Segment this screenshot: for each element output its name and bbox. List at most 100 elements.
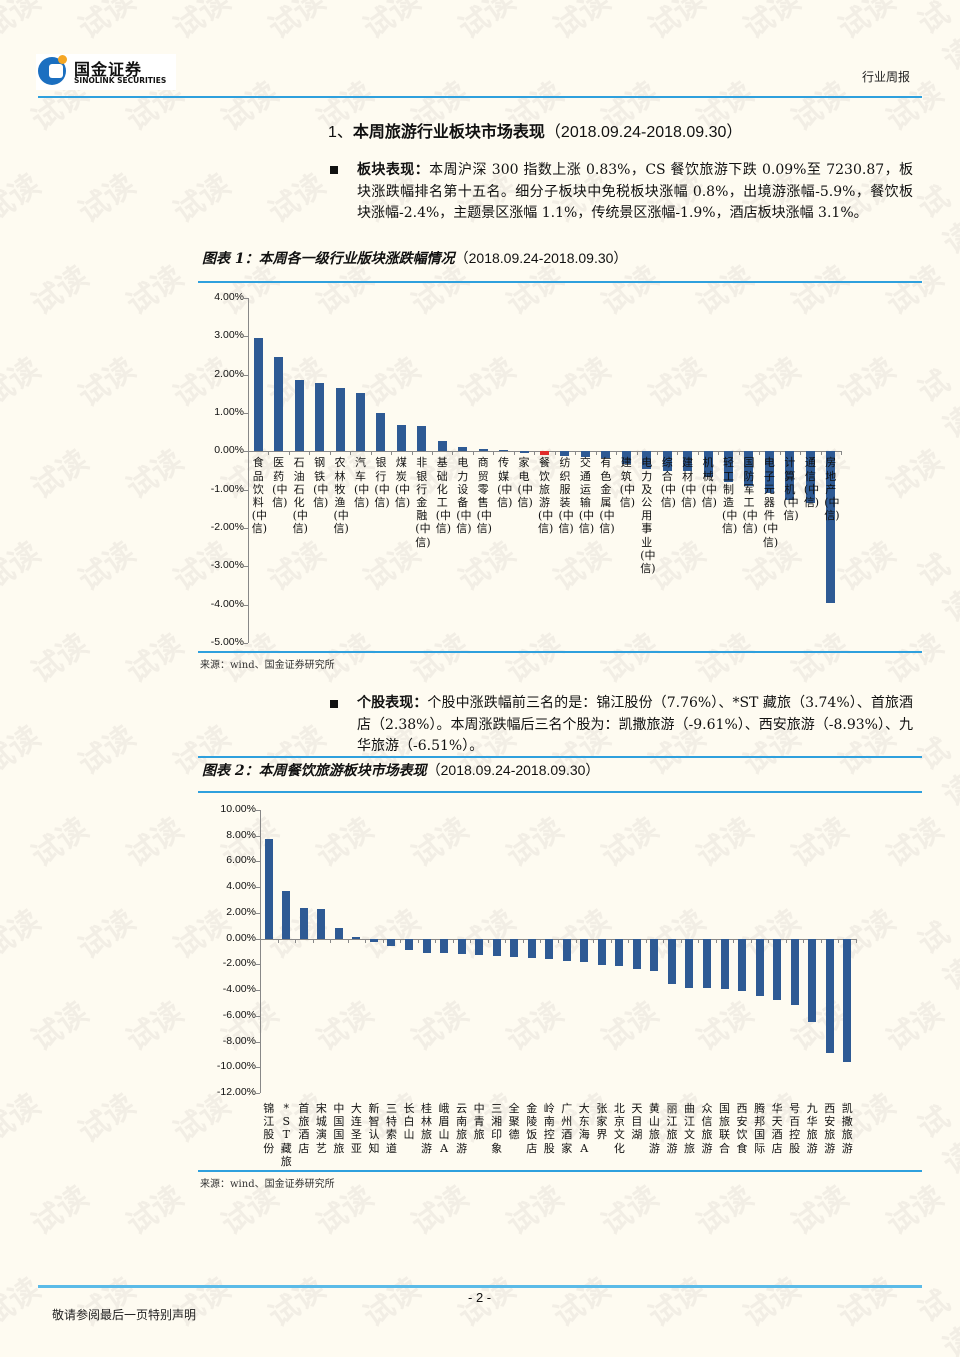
watermark-text: 试读 xyxy=(912,0,960,78)
x-tick-mark xyxy=(698,938,700,943)
bar xyxy=(545,938,554,960)
category-label: 岭南控股 xyxy=(543,1102,555,1155)
watermark-text: 试读 xyxy=(262,1271,332,1335)
x-tick-mark xyxy=(417,938,419,943)
y-tick-mark xyxy=(244,451,248,453)
bar xyxy=(703,938,711,988)
bar xyxy=(440,938,449,954)
category-label: 首旅酒店 xyxy=(298,1102,310,1155)
watermark-text: 试读 xyxy=(690,1179,760,1243)
x-tick-mark xyxy=(779,451,781,456)
x-tick-mark xyxy=(382,938,384,943)
category-label: 家电(中信) xyxy=(517,456,533,509)
bar xyxy=(510,938,519,957)
bar xyxy=(317,909,326,939)
watermark-text: 试读 xyxy=(357,0,427,47)
y-tick-mark xyxy=(256,990,260,992)
category-label: 长白山 xyxy=(403,1102,415,1142)
y-tick-label: -8.00% xyxy=(222,1034,256,1047)
x-tick-mark xyxy=(750,938,752,943)
watermark-text: 试读 xyxy=(120,443,190,507)
category-label: 峨眉山A xyxy=(438,1102,450,1155)
y-tick-mark xyxy=(256,912,260,914)
x-tick-mark xyxy=(856,938,857,943)
bar xyxy=(744,451,754,486)
y-axis-line xyxy=(248,298,249,643)
category-label: 交通运输(中信) xyxy=(578,456,595,536)
x-tick-mark xyxy=(616,451,618,456)
bar xyxy=(615,938,624,966)
x-tick-mark xyxy=(288,451,290,456)
figure2-top-title-rule xyxy=(198,756,922,758)
category-label: 张家界 xyxy=(596,1102,608,1142)
y-tick-mark xyxy=(256,1041,260,1043)
category-label: 电力及公用事业(中信) xyxy=(640,456,656,575)
section-number: 1、 xyxy=(328,124,353,141)
category-label: 综合(中信) xyxy=(660,456,676,509)
category-label: 钢铁(中信) xyxy=(313,456,329,509)
figure2-source: 来源：wind、国金证券研究所 xyxy=(200,1179,335,1190)
y-tick-label: 2.00% xyxy=(226,905,256,918)
category-label: 国防军工(中信) xyxy=(742,456,758,536)
category-label: 建筑(中信) xyxy=(619,456,636,509)
bar xyxy=(355,392,365,452)
bullet-icon xyxy=(330,166,338,174)
y-tick-mark xyxy=(244,643,248,644)
bar xyxy=(527,938,536,958)
paragraph-label: 个股表现： xyxy=(357,695,428,711)
bar xyxy=(662,451,672,472)
report-type: 行业周报 xyxy=(861,70,910,84)
y-tick-label: -4.00% xyxy=(210,597,244,610)
y-tick-label: -10.00% xyxy=(216,1060,256,1073)
watermark-text: 试读 xyxy=(215,75,285,139)
y-tick-mark xyxy=(256,835,260,837)
stock-performance-paragraph: 个股表现：个股中涨跌幅前三名的是：锦江股份（7.76%）、*ST 藏旅（3.74… xyxy=(357,693,913,758)
x-tick-mark xyxy=(513,451,515,456)
category-label: 云南旅游 xyxy=(456,1102,468,1155)
category-label: 基础化工(中信) xyxy=(435,456,452,536)
category-label: 房地产(中信) xyxy=(824,456,840,523)
paragraph-text: 本周沪深 300 指数上涨 0.83%，CS 餐饮旅游下跌 0.09%至 723… xyxy=(357,162,913,221)
x-tick-mark xyxy=(400,938,402,943)
category-label: 金陵饭店 xyxy=(526,1102,538,1155)
y-tick-mark xyxy=(244,298,248,299)
bar xyxy=(475,938,484,955)
x-tick-mark xyxy=(575,451,577,456)
watermark-text: 试读 xyxy=(72,719,142,783)
x-tick-mark xyxy=(522,938,524,943)
category-label: 通信(中信) xyxy=(803,456,820,509)
bar xyxy=(685,938,694,988)
bar xyxy=(632,938,641,969)
category-label: 华天酒店 xyxy=(771,1102,783,1155)
x-tick-mark xyxy=(738,451,740,456)
bar xyxy=(773,938,782,1000)
watermark-text: 试读 xyxy=(25,443,95,507)
watermark-text: 试读 xyxy=(912,179,960,262)
watermark-text: 试读 xyxy=(955,81,960,170)
figure1-title-text: 图表 1：本周各一级行业版块涨跌幅情况 xyxy=(202,251,455,267)
x-tick-mark xyxy=(248,451,249,456)
x-tick-mark xyxy=(645,938,647,943)
y-tick-mark xyxy=(256,861,260,863)
category-label: 腾邦国际 xyxy=(754,1102,766,1155)
x-tick-mark xyxy=(759,451,761,456)
x-tick-mark xyxy=(841,451,842,456)
x-tick-mark xyxy=(365,938,367,943)
y-tick-label: 4.00% xyxy=(214,291,244,303)
bar xyxy=(755,938,764,996)
y-tick-mark xyxy=(256,1093,260,1094)
logo-chinese-name: 国金证券 xyxy=(74,60,143,79)
bar xyxy=(650,938,659,972)
y-tick-label: 10.00% xyxy=(220,803,256,815)
x-tick-mark xyxy=(329,451,331,456)
x-tick-mark xyxy=(260,938,261,943)
watermark-text: 试读 xyxy=(25,627,95,691)
figure2-title: 图表 2：本周餐饮旅游板块市场表现（2018.09.24-2018.09.30） xyxy=(202,760,599,780)
y-tick-label: 0.00% xyxy=(214,444,244,457)
y-tick-label: -12.00% xyxy=(216,1086,256,1098)
category-label: 电力设备(中信) xyxy=(456,456,472,536)
x-tick-mark xyxy=(487,938,489,943)
bar xyxy=(738,938,747,992)
category-label: 天目湖 xyxy=(631,1102,643,1142)
y-tick-mark xyxy=(244,528,248,529)
